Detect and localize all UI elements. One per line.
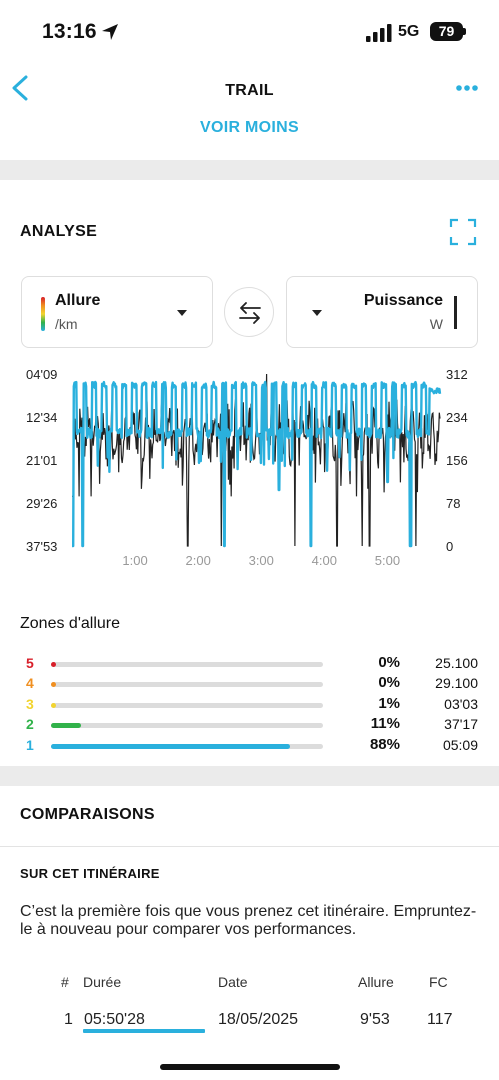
col-header-duree: Durée xyxy=(83,974,122,990)
network-label: 5G xyxy=(398,23,420,40)
zone-row: 1 88% 05:09 xyxy=(0,736,499,757)
pace-series-line xyxy=(71,380,442,548)
status-bar: 13:16 5G 79 xyxy=(0,0,499,64)
zone-percent: 0% xyxy=(378,674,400,691)
row-date: 18/05/2025 xyxy=(218,1011,299,1028)
col-header-fc: FC xyxy=(429,974,448,990)
zone-bar-fill xyxy=(51,662,56,667)
x-axis-tick: 5:00 xyxy=(375,553,400,568)
left-axis-tick: 37'53 xyxy=(26,539,57,554)
status-time: 13:16 xyxy=(42,20,97,43)
zone-bar-track xyxy=(51,744,323,749)
section-divider xyxy=(0,160,499,180)
section-divider xyxy=(0,766,499,786)
pace-selector-label: Allure xyxy=(55,292,101,309)
power-selector-unit: W xyxy=(429,316,443,332)
left-axis-tick: 21'01 xyxy=(26,453,57,468)
zone-bar-track xyxy=(51,682,323,687)
x-axis-tick: 4:00 xyxy=(312,553,337,568)
zone-time: 25.100 xyxy=(435,655,478,671)
fullscreen-icon[interactable] xyxy=(449,218,477,246)
zone-row: 4 0% 29.100 xyxy=(0,674,499,695)
zone-percent: 0% xyxy=(378,654,400,671)
row-fc: 117 xyxy=(427,1011,453,1028)
zone-percent: 1% xyxy=(378,695,400,712)
row-duree[interactable]: 05:50'28 xyxy=(84,1011,145,1028)
x-axis-tick: 2:00 xyxy=(186,553,211,568)
right-axis-tick: 156 xyxy=(446,453,468,468)
pace-selector-unit: /km xyxy=(55,316,78,332)
left-axis-tick: 04'09 xyxy=(26,367,57,382)
zone-percent: 11% xyxy=(370,715,400,732)
battery-level: 79 xyxy=(438,23,455,39)
pace-power-chart: 04'09 12'34 21'01 29'26 37'53 312 234 156 78 0 1… xyxy=(26,367,468,568)
col-header-date: Date xyxy=(218,974,248,990)
page-title: TRAIL xyxy=(225,82,274,99)
zone-bar-fill xyxy=(51,744,291,749)
back-chevron-icon[interactable] xyxy=(8,74,32,102)
row-allure: 9'53 xyxy=(360,1011,390,1028)
zone-time: 29.100 xyxy=(435,675,478,691)
right-axis-tick: 312 xyxy=(446,367,468,382)
chevron-down-icon xyxy=(312,310,322,316)
right-axis-tick: 0 xyxy=(446,539,453,554)
zone-number: 1 xyxy=(26,737,34,753)
zones-title: Zones d'allure xyxy=(20,615,120,632)
zone-number: 3 xyxy=(26,696,34,712)
zone-bar-track xyxy=(51,703,323,708)
battery-tip xyxy=(463,28,466,35)
power-selector-label: Puissance xyxy=(363,292,443,309)
analyse-title: ANALYSE xyxy=(20,223,98,240)
battery-icon: 79 xyxy=(430,22,463,41)
swap-axes-button[interactable] xyxy=(224,287,274,337)
zone-bar-track xyxy=(51,662,323,667)
pace-selector[interactable]: Allure /km xyxy=(21,276,213,348)
zone-time: 05:09 xyxy=(442,737,478,753)
zone-bar-track xyxy=(51,723,323,728)
zone-row: 2 11% 37'17 xyxy=(0,715,499,736)
right-axis-tick: 78 xyxy=(446,496,460,511)
comparaisons-title: COMPARAISONS xyxy=(20,806,155,823)
zone-bar-fill xyxy=(51,682,56,687)
zone-bar-fill xyxy=(51,703,56,708)
power-series-legend xyxy=(454,296,457,329)
voir-moins-link[interactable]: VOIR MOINS xyxy=(199,119,299,136)
right-axis-tick: 234 xyxy=(446,410,468,425)
comparison-message: C’est la première fois que vous prenez c… xyxy=(20,903,477,938)
chevron-down-icon xyxy=(177,310,187,316)
col-header-num: # xyxy=(61,974,69,990)
left-axis-tick: 29'26 xyxy=(26,496,57,511)
zone-bar-fill xyxy=(51,723,81,728)
col-header-allure: Allure xyxy=(358,974,394,990)
home-indicator[interactable] xyxy=(160,1064,340,1070)
zone-number: 2 xyxy=(26,716,34,732)
zone-time: 03'03 xyxy=(444,696,478,712)
route-subtitle: SUR CET ITINÉRAIRE xyxy=(20,866,160,881)
zone-time: 37'17 xyxy=(444,716,478,732)
zone-row: 3 1% 03'03 xyxy=(0,695,499,716)
zone-percent: 88% xyxy=(369,736,400,753)
power-selector[interactable]: Puissance W xyxy=(286,276,478,348)
pace-gradient-legend xyxy=(41,297,45,331)
nav-bar: TRAIL VOIR MOINS xyxy=(0,64,499,160)
x-axis-tick: 1:00 xyxy=(122,553,147,568)
zone-number: 5 xyxy=(26,655,34,671)
row-num: 1 xyxy=(64,1011,73,1028)
swap-arrows-icon xyxy=(239,302,261,324)
divider xyxy=(0,846,499,847)
x-axis-tick: 3:00 xyxy=(249,553,274,568)
zone-row: 5 0% 25.100 xyxy=(0,654,499,675)
zone-number: 4 xyxy=(26,675,34,691)
more-options-icon[interactable] xyxy=(455,82,479,94)
signal-icon xyxy=(366,24,392,42)
left-axis-tick: 12'34 xyxy=(26,410,57,425)
current-activity-highlight xyxy=(83,1029,205,1033)
location-arrow-icon xyxy=(102,24,118,40)
